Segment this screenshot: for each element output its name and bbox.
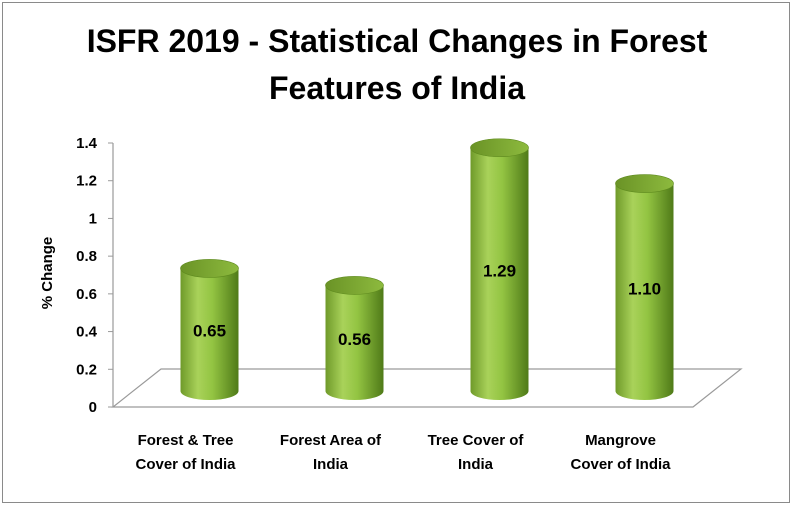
category-label: Tree Cover of [428,432,525,449]
category-label: Forest & Tree [138,432,234,449]
bar-data-label: 1.29 [483,261,516,280]
y-tick-label: 1.2 [76,173,97,190]
chart-title-line-1: ISFR 2019 - Statistical Changes in Fores… [87,23,708,59]
y-ticks: 0 0.2 0.4 0.6 0.8 1 1.2 1.4 [76,135,113,416]
bar-body [615,183,674,401]
y-tick-label: 1.4 [76,135,98,152]
chart-title-line-2: Features of India [269,70,525,106]
category-labels: Forest & Tree Cover of India Forest Area o… [135,432,671,473]
category-label: Cover of India [135,456,236,473]
bar: 1.29 [470,138,529,401]
bar-data-label: 0.56 [338,330,371,349]
bar: 0.65 [180,259,239,401]
y-axis-label: % Change [39,237,56,310]
category-label: India [458,456,494,473]
category-label: Forest Area of [280,432,382,449]
y-tick-label: 0.2 [76,361,97,378]
category-label: Mangrove [585,432,656,449]
bar: 0.56 [325,276,384,401]
bar-top [325,276,384,295]
bar-body [325,285,384,401]
bar-top [180,259,239,278]
bar-top [470,138,529,158]
y-tick-label: 0 [89,399,97,416]
bar-data-label: 1.10 [628,279,661,298]
bar-body [470,147,529,401]
category-label: India [313,456,349,473]
bar-data-label: 0.65 [193,322,226,341]
y-tick-label: 0.8 [76,248,97,265]
y-tick-label: 0.4 [76,324,98,341]
y-tick-label: 0.6 [76,286,97,303]
category-label: Cover of India [570,456,671,473]
bar: 1.10 [615,174,674,401]
bars-group: 0.65 0.56 1.29 1.10 [180,138,674,401]
y-tick-label: 1 [89,210,97,227]
chart-floor [111,368,743,408]
bar-top [615,174,674,193]
bar-body [180,268,239,401]
